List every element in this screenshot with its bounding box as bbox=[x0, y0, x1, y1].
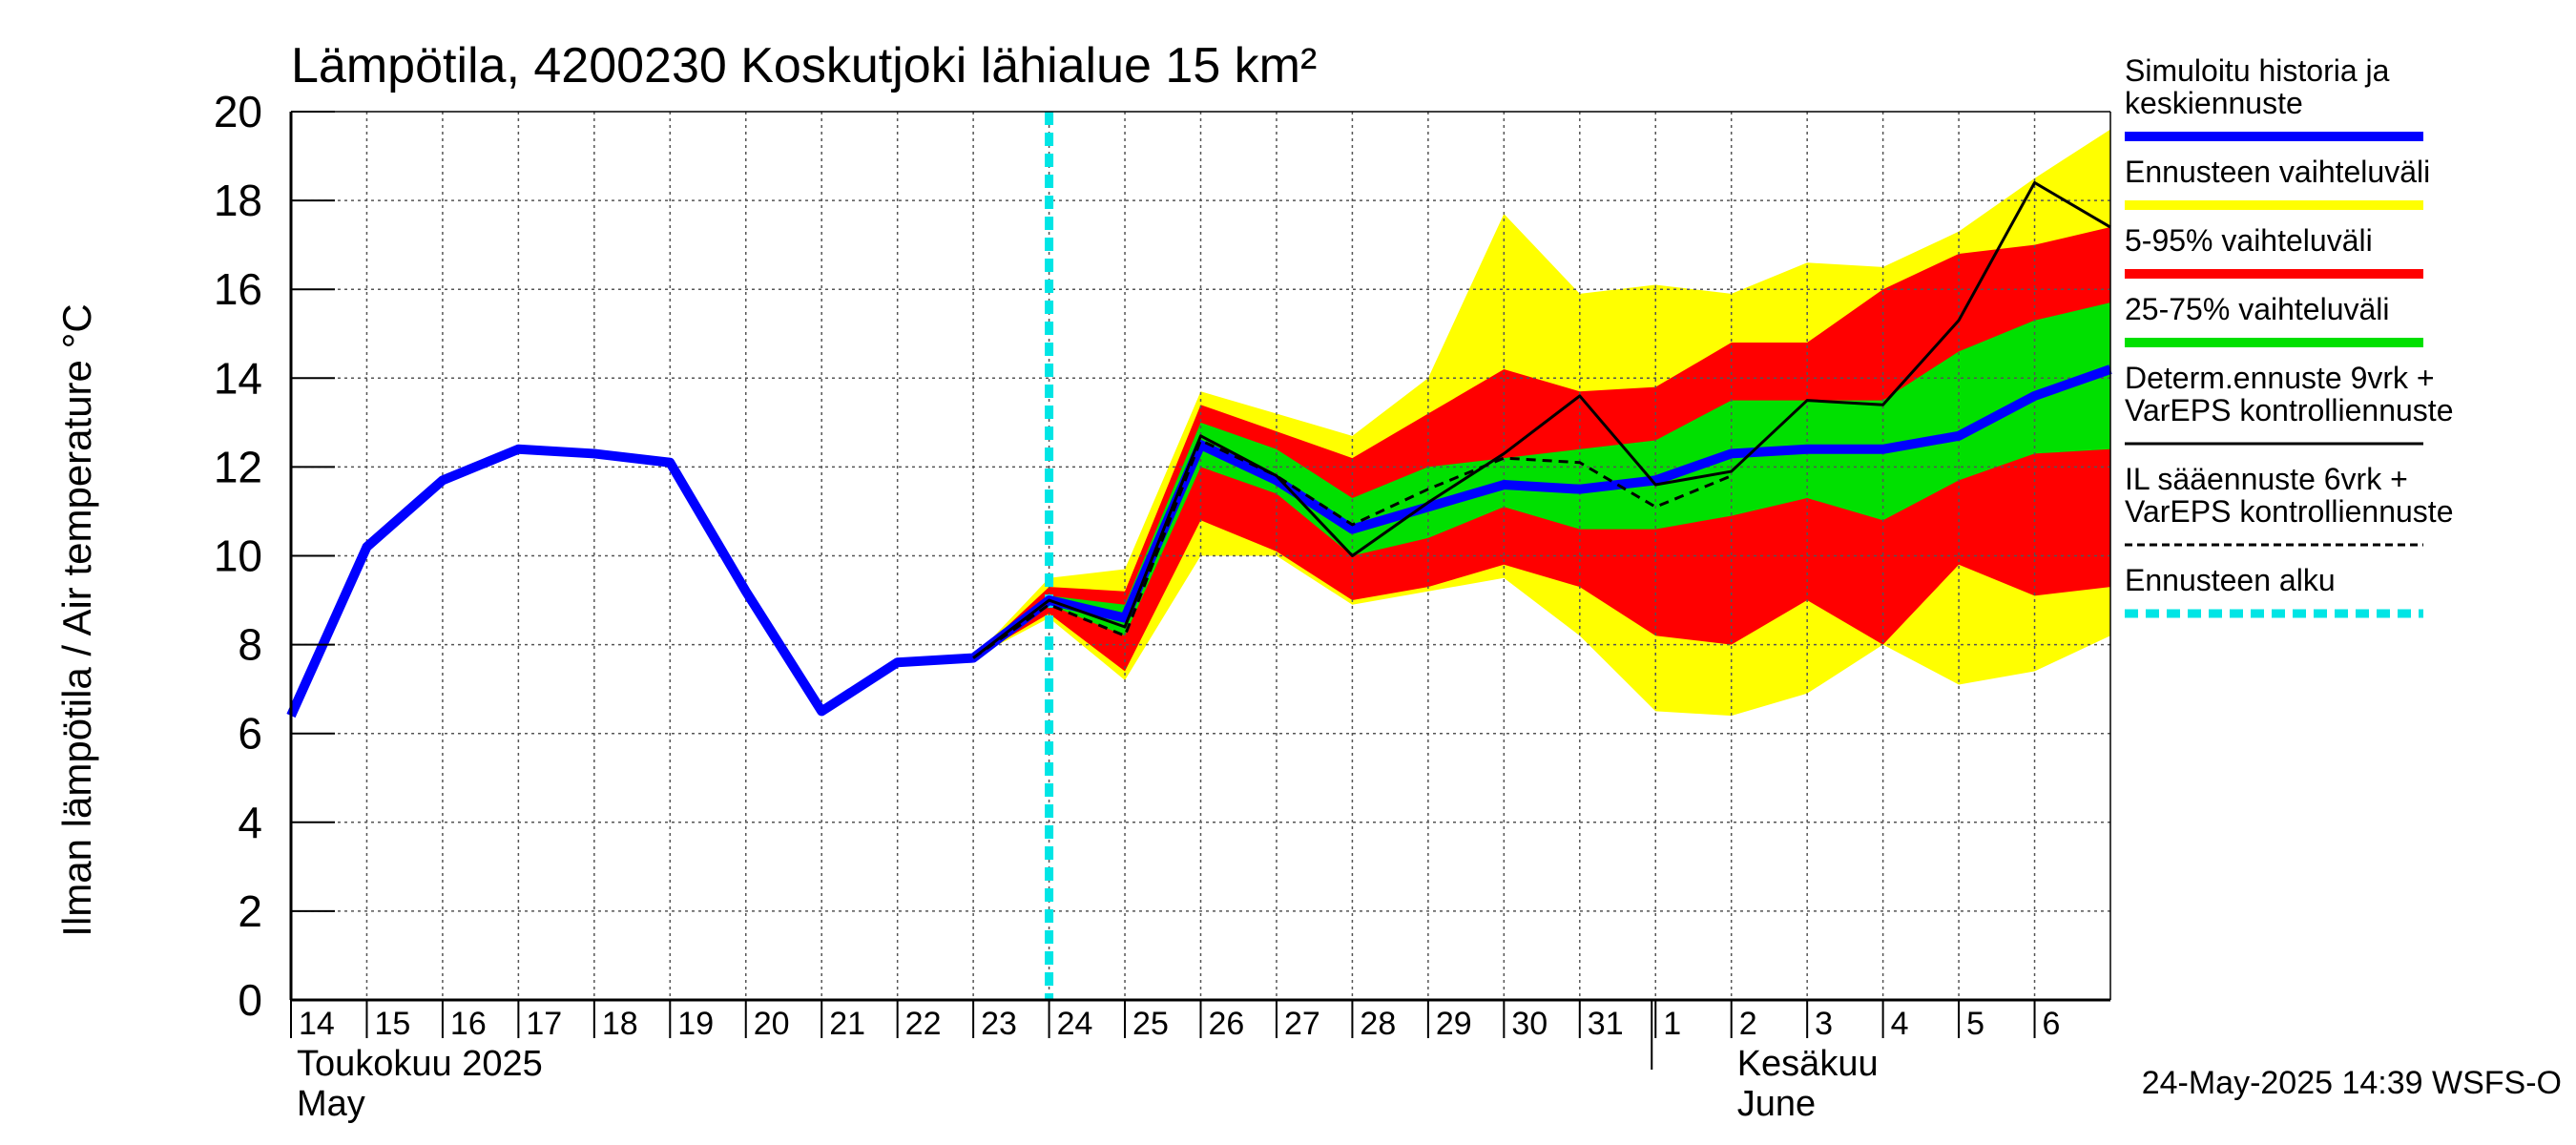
y-tick-label-18: 18 bbox=[214, 176, 262, 225]
series-line-2 bbox=[972, 180, 2111, 659]
legend-label-5-2: VarEPS kontrolliennuste bbox=[2125, 393, 2453, 427]
x-tick-label-2: 2 bbox=[1739, 1006, 1757, 1042]
x-tick-label-22: 22 bbox=[905, 1006, 942, 1042]
x-tick-label-14: 14 bbox=[299, 1006, 335, 1042]
x-tick-label-23: 23 bbox=[981, 1006, 1017, 1042]
y-tick-label-16: 16 bbox=[214, 264, 262, 314]
legend-label-1-1: Simuloitu historia ja bbox=[2125, 53, 2390, 88]
y-tick-label-0: 0 bbox=[238, 975, 262, 1025]
legend-label-2-1: Ennusteen vaihteluväli bbox=[2125, 155, 2430, 189]
legend-label-7-1: Ennusteen alku bbox=[2125, 563, 2336, 597]
x-tick-label-5: 5 bbox=[1966, 1006, 1984, 1042]
grid-layer bbox=[291, 112, 2110, 1000]
legend-label-1-2: keskiennuste bbox=[2125, 86, 2303, 120]
legend-label-6-2: VarEPS kontrolliennuste bbox=[2125, 494, 2453, 529]
x-tick-label-17: 17 bbox=[526, 1006, 562, 1042]
series-line-1 bbox=[286, 364, 2112, 718]
x-tick-label-21: 21 bbox=[829, 1006, 865, 1042]
x-tick-label-25: 25 bbox=[1132, 1006, 1169, 1042]
legend-label-6-1: IL sääennuste 6vrk + bbox=[2125, 462, 2408, 496]
y-tick-label-12: 12 bbox=[214, 442, 262, 491]
month-label-1-2: May bbox=[297, 1084, 365, 1124]
x-tick-label-28: 28 bbox=[1360, 1006, 1396, 1042]
y-axis-label: Ilman lämpötila / Air temperature °C bbox=[54, 303, 99, 936]
x-tick-label-4: 4 bbox=[1891, 1006, 1909, 1042]
x-tick-label-3: 3 bbox=[1815, 1006, 1833, 1042]
x-tick-label-30: 30 bbox=[1511, 1006, 1548, 1042]
legend-label-4-1: 25-75% vaihteluväli bbox=[2125, 292, 2390, 326]
chart-title: Lämpötila, 4200230 Koskutjoki lähialue 1… bbox=[291, 38, 1317, 94]
x-tick-label-1: 1 bbox=[1663, 1006, 1681, 1042]
x-tick-label-6: 6 bbox=[2043, 1006, 2061, 1042]
legend-label-5-1: Determ.ennuste 9vrk + bbox=[2125, 361, 2435, 395]
month-label-2-1: Kesäkuu bbox=[1737, 1044, 1879, 1084]
band-2 bbox=[973, 227, 2110, 672]
x-tick-label-15: 15 bbox=[374, 1006, 410, 1042]
month-label-2-2: June bbox=[1737, 1084, 1816, 1124]
y-tick-label-10: 10 bbox=[214, 531, 262, 581]
y-tick-label-2: 2 bbox=[238, 886, 262, 936]
x-tick-label-27: 27 bbox=[1284, 1006, 1320, 1042]
legend-label-3-1: 5-95% vaihteluväli bbox=[2125, 223, 2373, 258]
y-tick-label-8: 8 bbox=[238, 620, 262, 670]
month-label-1-1: Toukokuu 2025 bbox=[297, 1044, 543, 1084]
y-tick-label-6: 6 bbox=[238, 709, 262, 759]
series-line-3 bbox=[972, 438, 1733, 659]
x-tick-label-29: 29 bbox=[1436, 1006, 1472, 1042]
y-tick-label-14: 14 bbox=[214, 353, 262, 403]
series-layer bbox=[286, 112, 2112, 1000]
timestamp: 24-May-2025 14:39 WSFS-O bbox=[2142, 1065, 2562, 1101]
y-tick-label-20: 20 bbox=[214, 87, 262, 136]
x-tick-label-24: 24 bbox=[1057, 1006, 1093, 1042]
x-tick-label-16: 16 bbox=[450, 1006, 487, 1042]
x-tick-label-20: 20 bbox=[754, 1006, 790, 1042]
x-tick-label-26: 26 bbox=[1209, 1006, 1245, 1042]
x-tick-label-19: 19 bbox=[677, 1006, 714, 1042]
band-3 bbox=[1049, 302, 2110, 636]
x-tick-label-31: 31 bbox=[1588, 1006, 1624, 1042]
x-tick-label-18: 18 bbox=[602, 1006, 638, 1042]
y-tick-label-4: 4 bbox=[238, 798, 262, 847]
